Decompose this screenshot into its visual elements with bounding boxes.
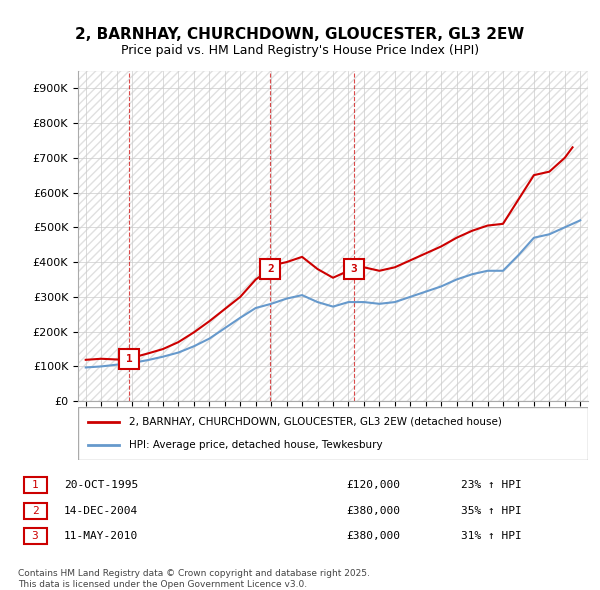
Text: 1: 1	[32, 480, 38, 490]
Text: £380,000: £380,000	[346, 506, 400, 516]
FancyBboxPatch shape	[23, 528, 47, 544]
Text: Price paid vs. HM Land Registry's House Price Index (HPI): Price paid vs. HM Land Registry's House …	[121, 44, 479, 57]
Text: 2: 2	[32, 506, 38, 516]
Text: £120,000: £120,000	[346, 480, 400, 490]
Text: Contains HM Land Registry data © Crown copyright and database right 2025.
This d: Contains HM Land Registry data © Crown c…	[18, 569, 370, 589]
Text: HPI: Average price, detached house, Tewkesbury: HPI: Average price, detached house, Tewk…	[129, 440, 383, 450]
Text: 1: 1	[125, 355, 133, 365]
Text: 23% ↑ HPI: 23% ↑ HPI	[461, 480, 522, 490]
Text: 11-MAY-2010: 11-MAY-2010	[64, 531, 138, 541]
Text: 3: 3	[32, 531, 38, 541]
Text: 2, BARNHAY, CHURCHDOWN, GLOUCESTER, GL3 2EW (detached house): 2, BARNHAY, CHURCHDOWN, GLOUCESTER, GL3 …	[129, 417, 502, 427]
Text: 31% ↑ HPI: 31% ↑ HPI	[461, 531, 522, 541]
Text: £380,000: £380,000	[346, 531, 400, 541]
Text: 20-OCT-1995: 20-OCT-1995	[64, 480, 138, 490]
Text: 14-DEC-2004: 14-DEC-2004	[64, 506, 138, 516]
FancyBboxPatch shape	[23, 477, 47, 493]
Text: 35% ↑ HPI: 35% ↑ HPI	[461, 506, 522, 516]
Text: 2: 2	[267, 264, 274, 274]
Text: 3: 3	[350, 264, 358, 274]
FancyBboxPatch shape	[78, 407, 588, 460]
Text: 2, BARNHAY, CHURCHDOWN, GLOUCESTER, GL3 2EW: 2, BARNHAY, CHURCHDOWN, GLOUCESTER, GL3 …	[76, 27, 524, 41]
FancyBboxPatch shape	[23, 503, 47, 519]
